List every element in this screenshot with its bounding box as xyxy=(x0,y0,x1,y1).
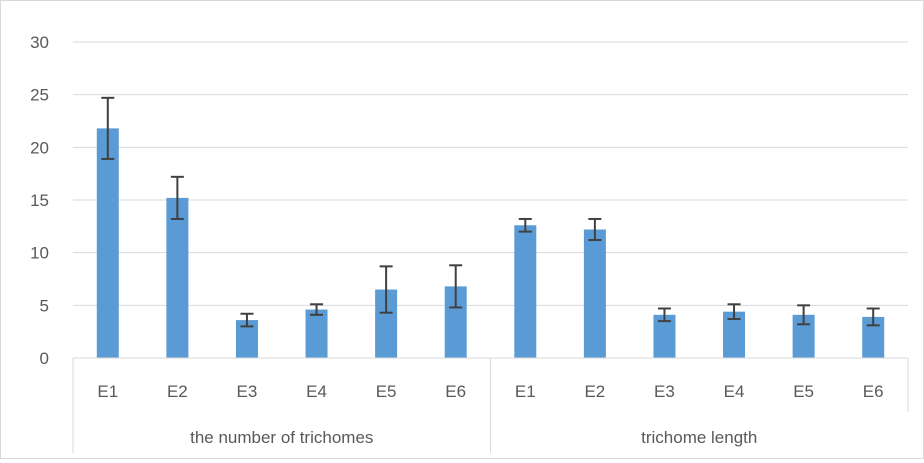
bar xyxy=(305,309,328,358)
bar xyxy=(444,286,467,358)
x-tick-label: E4 xyxy=(306,382,327,401)
bar xyxy=(375,289,398,358)
y-tick-label: 5 xyxy=(40,296,49,315)
group-label: trichome length xyxy=(641,428,757,447)
x-tick-label: E2 xyxy=(584,382,605,401)
axis-labels: 0 5 10 15 20 25 30 E1 E2 E3 E4 E5 E6 the number of tr… xyxy=(30,33,884,447)
bar xyxy=(723,311,746,358)
x-tick-label: E6 xyxy=(445,382,466,401)
y-tick-label: 10 xyxy=(30,244,49,263)
bar xyxy=(235,320,258,358)
x-tick-label: E5 xyxy=(793,382,814,401)
y-tick-label: 25 xyxy=(30,86,49,105)
group-label: the number of trichomes xyxy=(190,428,373,447)
bars xyxy=(96,128,885,358)
bar xyxy=(653,314,676,358)
gridlines xyxy=(73,41,908,306)
y-tick-label: 0 xyxy=(40,349,49,368)
y-tick-label: 20 xyxy=(30,138,49,157)
x-tick-label: E3 xyxy=(237,382,258,401)
y-tick-label: 15 xyxy=(30,191,49,210)
bar xyxy=(514,225,537,358)
x-tick-label: E4 xyxy=(724,382,745,401)
x-tick-label: E1 xyxy=(97,382,118,401)
x-tick-label: E5 xyxy=(376,382,397,401)
bar xyxy=(862,316,885,358)
bar xyxy=(583,229,606,358)
y-tick-label: 30 xyxy=(30,33,49,52)
x-tick-label: E3 xyxy=(654,382,675,401)
x-axis xyxy=(72,357,909,453)
bar xyxy=(166,197,189,358)
x-tick-label: E2 xyxy=(167,382,188,401)
bar xyxy=(792,314,815,358)
x-tick-label: E1 xyxy=(515,382,536,401)
bar xyxy=(96,128,119,358)
error-bars xyxy=(101,96,880,328)
x-tick-label: E6 xyxy=(863,382,884,401)
